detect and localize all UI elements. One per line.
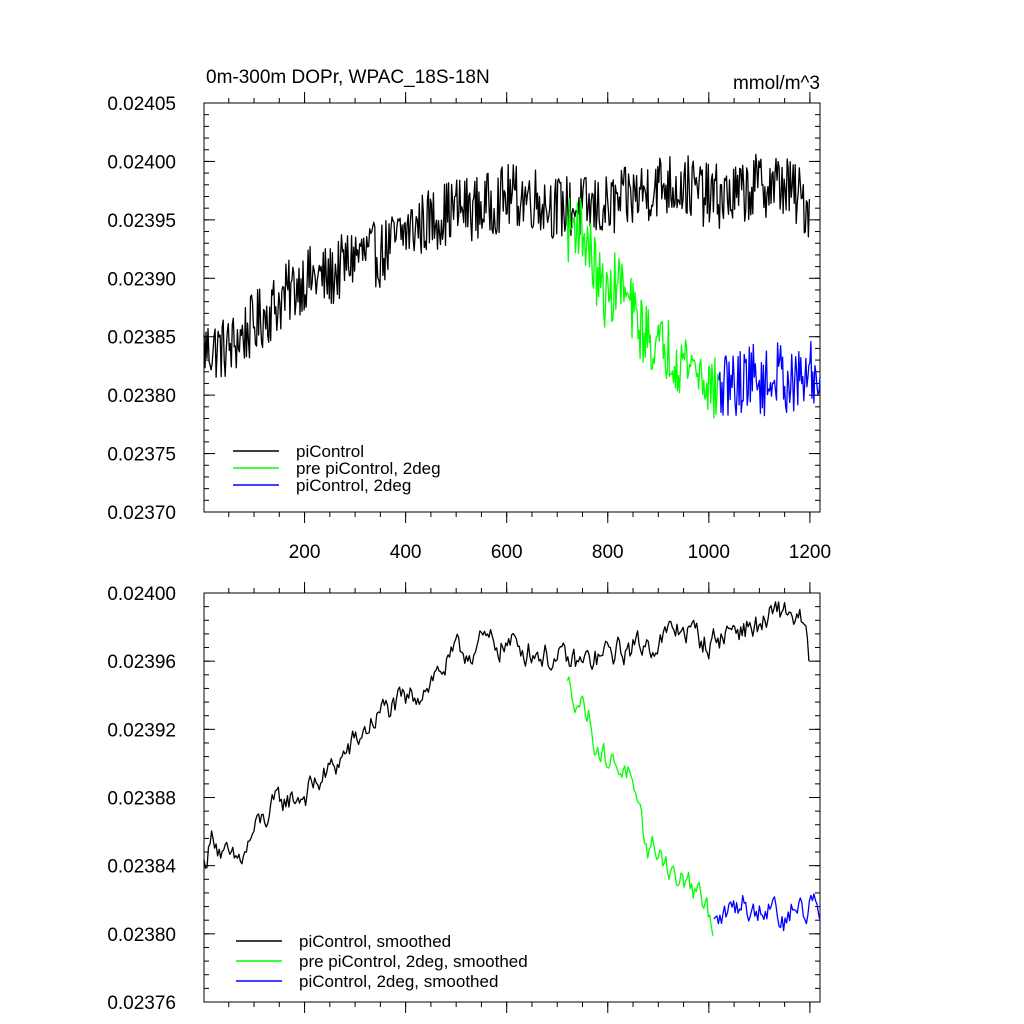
top-ytick-label: 0.02375: [107, 445, 176, 466]
top-series-pre-picontrol-2deg: [566, 197, 720, 419]
top-legend-label: piControl, 2deg: [296, 476, 411, 495]
top-xtick-label: 400: [390, 542, 422, 563]
top-xtick-label: 200: [289, 542, 321, 563]
top-units-label: mmol/m^3: [733, 73, 820, 94]
bottom-ytick-label: 0.02392: [107, 720, 176, 741]
top-xtick-label: 600: [491, 542, 523, 563]
bottom-panel: 0.02376 0.02380 0.02384 0.02388 0.02392 0.023…: [107, 582, 821, 1014]
bottom-ytick-label: 0.02396: [107, 652, 176, 673]
bottom-ytick-label: 0.02400: [107, 584, 176, 605]
top-xtick-label: 1200: [789, 542, 831, 563]
top-xtick-label: 800: [592, 542, 624, 563]
top-legend-label: pre piControl, 2deg: [296, 459, 441, 478]
top-ytick-label: 0.02385: [107, 328, 176, 349]
bottom-plot-frame: [203, 592, 821, 1003]
bottom-ytick-label: 0.02384: [107, 857, 176, 878]
bottom-series-picontrol-smoothed: [203, 601, 810, 869]
bottom-series-pre-picontrol-2deg-smoothed: [566, 676, 714, 936]
bottom-ytick-label: 0.02376: [107, 993, 176, 1014]
top-xtick-label: 1000: [688, 542, 730, 563]
top-series-picontrol-2deg: [718, 341, 821, 417]
top-panel: 0m-300m DOPr, WPAC_18S-18N mmol/m^3 0.02…: [107, 67, 831, 563]
top-ticks: 0.02370 0.02375 0.02380 0.02385 0.02390 0.023…: [107, 92, 831, 563]
top-series: [203, 153, 821, 419]
top-chart-title: 0m-300m DOPr, WPAC_18S-18N: [206, 67, 490, 88]
top-ytick-label: 0.02405: [107, 94, 176, 115]
bottom-legend-label: pre piControl, 2deg, smoothed: [299, 952, 528, 971]
top-ytick-label: 0.02390: [107, 269, 176, 290]
bottom-series: [203, 601, 821, 936]
top-legend-label: piControl: [296, 442, 364, 461]
bottom-ticks: 0.02376 0.02380 0.02384 0.02388 0.02392 0.023…: [107, 582, 820, 1014]
top-ytick-label: 0.02380: [107, 386, 176, 407]
bottom-legend-label: piControl, 2deg, smoothed: [299, 972, 498, 991]
bottom-ytick-label: 0.02380: [107, 925, 176, 946]
top-ytick-label: 0.02370: [107, 503, 176, 524]
bottom-ytick-label: 0.02388: [107, 789, 176, 810]
top-ytick-label: 0.02400: [107, 152, 176, 173]
bottom-legend-label: piControl, smoothed: [299, 932, 451, 951]
top-ytick-label: 0.02395: [107, 211, 176, 232]
top-series-picontrol: [203, 153, 811, 378]
bottom-series-picontrol-2deg-smoothed: [713, 893, 821, 932]
